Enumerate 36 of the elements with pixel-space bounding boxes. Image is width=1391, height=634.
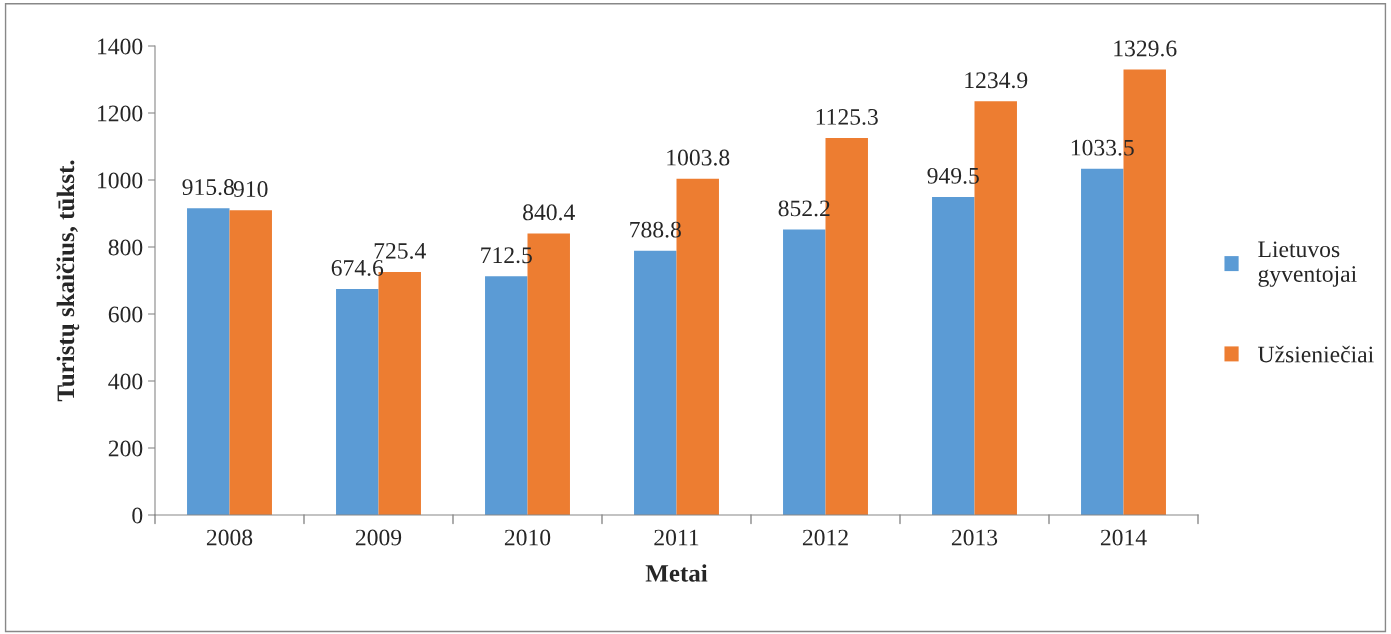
x-tick-label: 2008 (206, 529, 253, 546)
y-tick-label: 1400 (98, 38, 143, 55)
bar (1081, 168, 1124, 515)
y-tick-label: 1200 (98, 105, 143, 122)
x-axis-title: Metai (645, 564, 708, 582)
data-label: 1329.6 (1114, 40, 1177, 57)
x-tick-label: 2011 (654, 529, 699, 546)
data-label: 840.4 (523, 204, 575, 221)
data-label: 1125.3 (816, 108, 878, 125)
bar (485, 276, 528, 515)
y-tick-label: 800 (108, 239, 143, 256)
y-tick-label: 1000 (98, 172, 143, 189)
x-tick-label: 2013 (951, 529, 998, 546)
y-tick-label: 600 (108, 306, 143, 323)
data-label: 1003.8 (667, 149, 730, 166)
x-tick-label: 2014 (1100, 529, 1147, 546)
y-tick-label: 200 (108, 440, 143, 457)
y-tick-label: 400 (108, 373, 143, 390)
data-label: 1234.9 (965, 72, 1028, 89)
bar (634, 250, 677, 515)
bar (229, 210, 272, 515)
legend-label: Užsieniečiai (1258, 345, 1374, 363)
x-tick-label: 2009 (355, 529, 402, 546)
data-label: 674.6 (331, 259, 384, 276)
bar (336, 289, 379, 515)
data-label: 910 (233, 181, 268, 197)
y-axis-title: Turistų skaičius, tūkst. (56, 160, 80, 402)
legend-label: Lietuvos gyventojai (1258, 241, 1357, 287)
bar (932, 196, 975, 515)
bar (187, 208, 230, 515)
x-tick-label: 2010 (504, 529, 551, 546)
data-label: 725.4 (374, 242, 426, 259)
data-label: 915.8 (182, 179, 234, 196)
bar (783, 229, 826, 515)
y-tick-label: 0 (132, 507, 143, 524)
x-tick-label: 2012 (802, 529, 848, 546)
